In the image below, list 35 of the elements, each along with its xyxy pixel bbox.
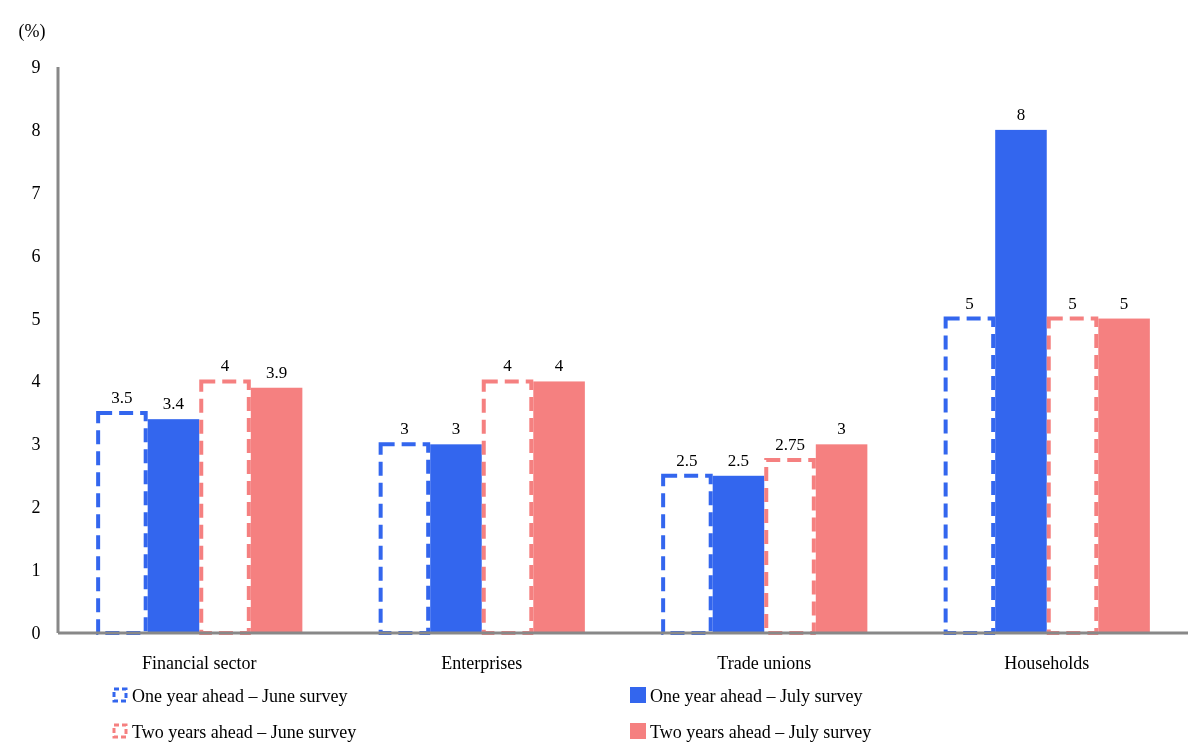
data-label: 4 [220, 356, 230, 376]
y-tick-label: 6 [31, 245, 41, 266]
data-label: 3 [451, 419, 461, 439]
data-label: 2.75 [775, 435, 805, 455]
x-tick-label: Households [1004, 653, 1090, 673]
y-tick-label: 0 [31, 623, 41, 643]
legend-label: One year ahead – June survey [132, 686, 348, 706]
y-axis-title: (%) [18, 21, 46, 42]
y-tick-label: 5 [31, 308, 41, 329]
x-tick-label: Enterprises [441, 653, 523, 673]
y-tick-label: 9 [31, 57, 41, 77]
x-tick-label: Trade unions [717, 653, 812, 673]
legend-label: One year ahead – July survey [650, 686, 863, 706]
data-label: 3.4 [162, 394, 185, 414]
data-label: 8 [1016, 104, 1026, 124]
data-label: 4 [554, 356, 564, 376]
data-label: 3.9 [265, 362, 288, 382]
y-tick-label: 7 [31, 182, 41, 203]
x-tick-label: Financial sector [142, 653, 257, 673]
legend-label: Two years ahead – June survey [132, 722, 357, 742]
data-label: 5 [965, 293, 974, 313]
data-label: 5 [1068, 293, 1077, 313]
y-tick-label: 8 [31, 119, 41, 140]
data-label: 2.5 [727, 450, 750, 470]
y-tick-label: 4 [31, 371, 41, 392]
data-label: 3 [837, 419, 846, 439]
legend-label: Two years ahead – July survey [650, 722, 872, 742]
data-label: 3.5 [111, 387, 133, 407]
data-label: 5 [1119, 293, 1129, 313]
data-label: 4 [503, 356, 513, 376]
y-tick-label: 3 [31, 434, 41, 455]
y-tick-label: 1 [31, 560, 41, 581]
data-label: 2.5 [676, 450, 698, 470]
data-label: 3 [400, 419, 409, 439]
y-tick-label: 2 [31, 497, 41, 518]
